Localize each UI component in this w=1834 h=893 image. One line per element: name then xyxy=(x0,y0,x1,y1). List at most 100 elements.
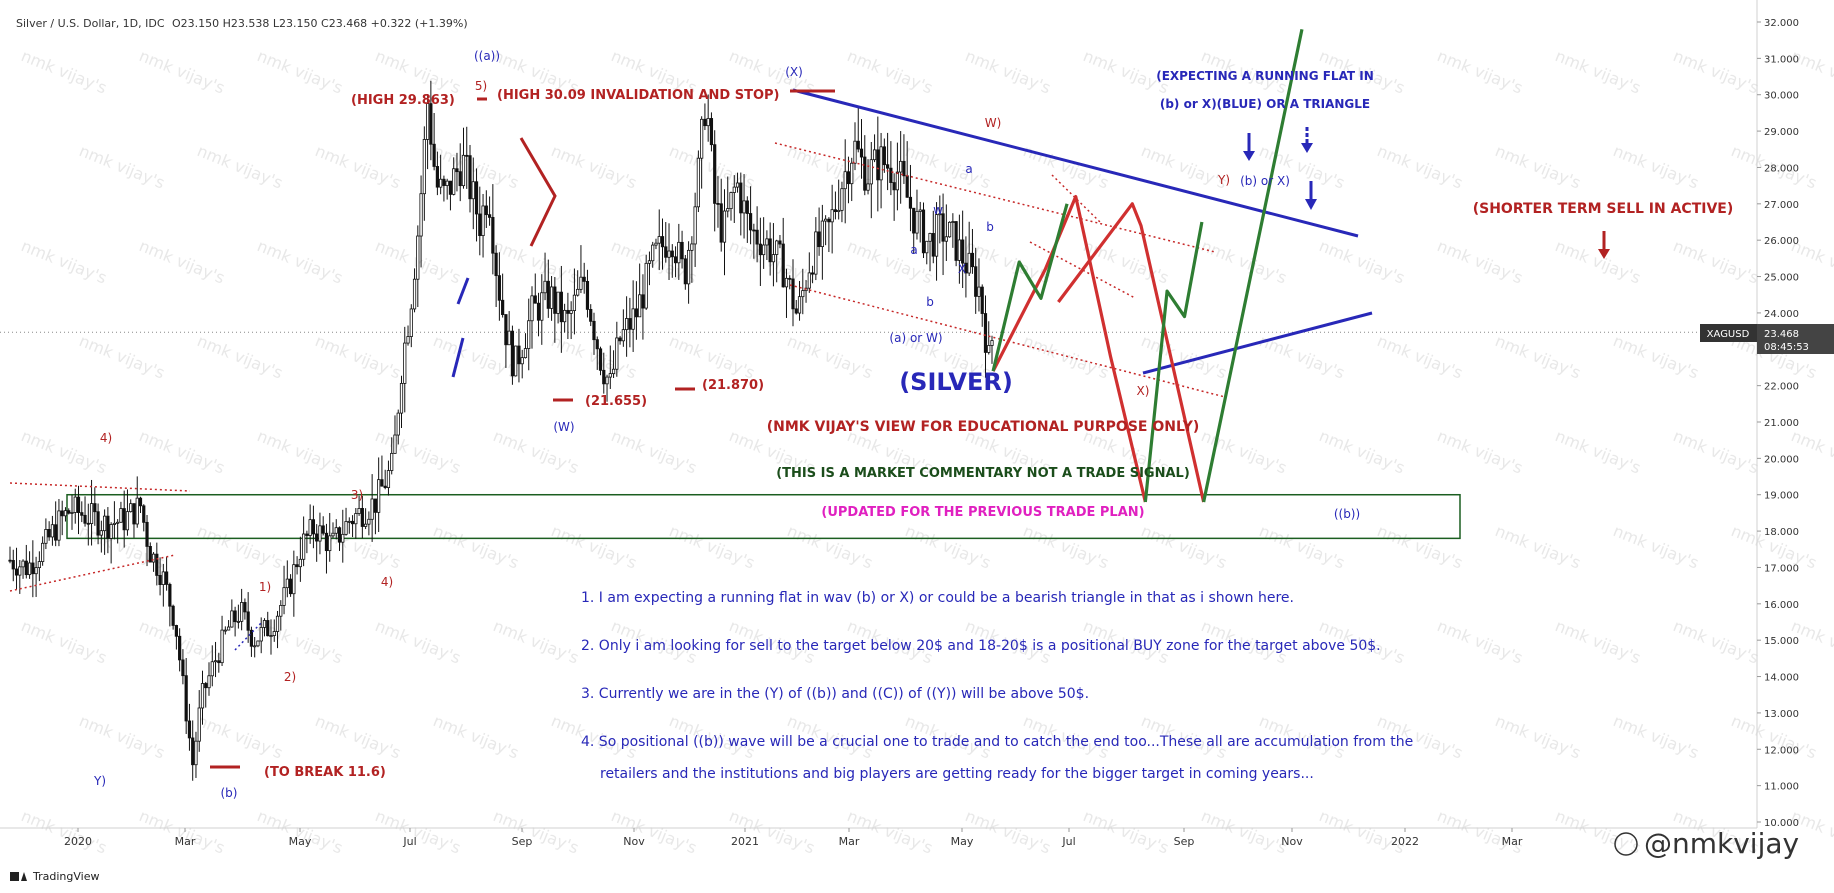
candle-body xyxy=(103,515,107,532)
candle-body xyxy=(27,562,32,576)
candle-body xyxy=(523,348,528,359)
candle-body xyxy=(119,508,123,523)
wave-label: Y) xyxy=(1217,173,1230,187)
candle-body xyxy=(752,229,756,232)
candle-body xyxy=(964,262,968,274)
candle-body xyxy=(631,308,635,330)
candle-body xyxy=(569,310,573,314)
symbol-title[interactable]: Silver / U.S. Dollar, 1D, IDC xyxy=(16,17,165,30)
price-tick-label: 15.000 xyxy=(1764,636,1799,647)
candle-body xyxy=(970,252,975,268)
price-tick-label: 14.000 xyxy=(1764,673,1799,684)
candle-body xyxy=(220,629,224,664)
price-tick-label: 26.000 xyxy=(1764,236,1799,247)
shorter-term-sell-text: (SHORTER TERM SELL IN ACTIVE) xyxy=(1473,201,1734,217)
blue-down-arrow-1 xyxy=(1243,133,1255,161)
candle-body xyxy=(204,683,208,689)
candle-body xyxy=(96,511,100,536)
candle-body xyxy=(217,660,221,664)
candle-body xyxy=(843,171,847,190)
candle-body xyxy=(621,329,625,342)
candle-body xyxy=(259,627,263,642)
candle-body xyxy=(931,233,935,257)
price-tick-label: 16.000 xyxy=(1764,600,1799,611)
candle-body xyxy=(109,524,113,539)
candle-body xyxy=(556,291,560,314)
candle-body xyxy=(778,240,782,245)
wave-label: 1) xyxy=(259,580,271,594)
candle-body xyxy=(341,533,345,543)
time-tick-label: 2020 xyxy=(64,835,92,848)
time-tick-label: Nov xyxy=(1281,835,1303,848)
candle-body xyxy=(559,291,563,323)
candle-body xyxy=(442,178,446,186)
candle-body xyxy=(722,210,727,243)
level-labels: (HIGH 29.863) (HIGH 30.09 INVALIDATION AN… xyxy=(264,88,779,780)
tradingview-logo[interactable]: TradingView xyxy=(10,870,99,883)
candle-body xyxy=(856,140,860,150)
candle-body xyxy=(729,192,733,210)
time-axis[interactable]: 2020 Mar May Jul Sep Nov 2021 Mar May Jul Sep Nov 20… xyxy=(64,828,1523,848)
candle-body xyxy=(181,659,185,677)
candle-body xyxy=(677,241,681,264)
wave-labels: ((a)) 5) (X) W) Y) (b) or X) a b w a b X (a) or W) X)… xyxy=(93,49,1360,800)
candle-body xyxy=(481,205,485,237)
candle-body xyxy=(445,180,449,186)
candle-body xyxy=(758,243,762,256)
candle-body xyxy=(41,542,45,562)
time-tick-label: Mar xyxy=(1502,835,1523,848)
tradingview-brand: TradingView xyxy=(32,870,99,883)
buy-zone-box[interactable] xyxy=(66,493,1461,540)
candle-body xyxy=(611,368,616,375)
note-2: 2. Only i am looking for sell to the tar… xyxy=(581,638,1381,654)
candle-body xyxy=(517,345,521,365)
candle-body xyxy=(240,602,244,622)
wave-label: Y) xyxy=(93,774,106,788)
candle-body xyxy=(324,532,329,552)
level-label: (HIGH 29.863) xyxy=(351,93,455,108)
price-tag-value: 23.468 xyxy=(1764,329,1799,340)
wave-label: W) xyxy=(985,116,1002,130)
candle-body xyxy=(364,523,368,527)
candle-body xyxy=(373,498,378,513)
candle-body xyxy=(288,578,293,595)
note-4-continued: retailers and the institutions and big p… xyxy=(600,766,1314,782)
candle-body xyxy=(814,231,818,275)
candle-body xyxy=(693,206,697,245)
candle-body xyxy=(948,221,952,238)
candle-body xyxy=(918,209,922,212)
candle-body xyxy=(807,272,811,289)
candle-body xyxy=(210,661,214,677)
candle-body xyxy=(145,521,149,547)
candle-body xyxy=(44,529,48,544)
candle-body xyxy=(292,564,296,595)
blue-impulse-line-2 xyxy=(456,277,470,305)
candle-body xyxy=(739,182,743,214)
time-tick-label: May xyxy=(289,835,312,848)
candle-body xyxy=(377,479,381,513)
wave-label: (a) or W) xyxy=(889,331,942,345)
candle-body xyxy=(944,236,948,242)
candle-body xyxy=(501,299,505,315)
candle-body xyxy=(311,519,316,535)
candle-body xyxy=(178,635,182,661)
weibo-icon xyxy=(1614,832,1638,856)
price-tick-label: 28.000 xyxy=(1764,163,1799,174)
candle-body xyxy=(938,213,942,216)
candle-body xyxy=(54,524,58,541)
candle-body xyxy=(859,148,864,158)
candle-body xyxy=(279,604,283,617)
candle-body xyxy=(93,503,97,513)
candle-body xyxy=(350,520,355,525)
notes-block: 1. I am expecting a running flat in wav … xyxy=(581,590,1413,782)
author-handle-text: @nmkvijay xyxy=(1644,827,1799,860)
chart-title: (SILVER) xyxy=(899,368,1013,396)
candle-body xyxy=(700,118,704,159)
commentary-disclaimer-text: (THIS IS A MARKET COMMENTARY NOT A TRADE… xyxy=(776,466,1190,481)
candle-body xyxy=(957,239,961,261)
candle-body xyxy=(318,525,322,542)
candle-body xyxy=(285,578,289,589)
candle-body xyxy=(745,200,749,214)
wave-label: b xyxy=(926,295,934,309)
